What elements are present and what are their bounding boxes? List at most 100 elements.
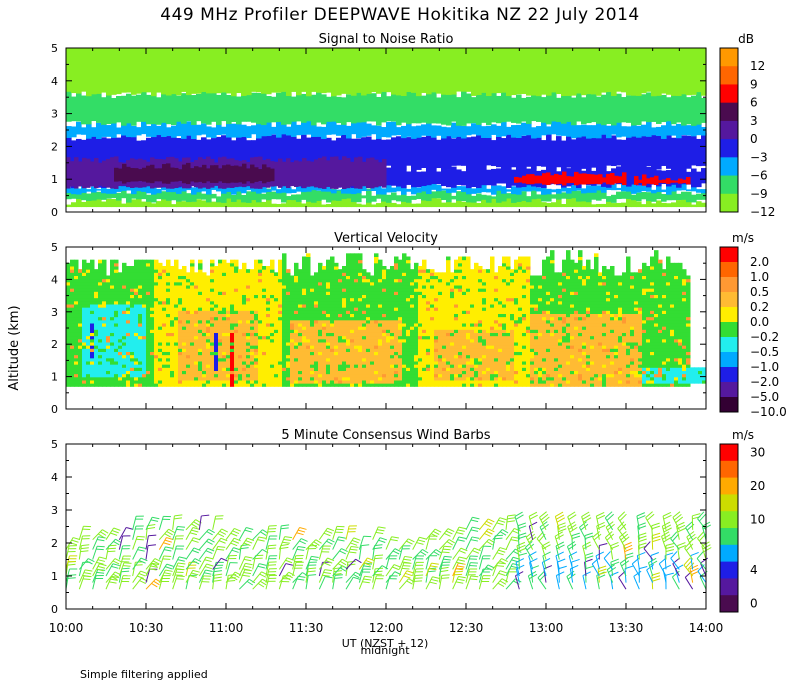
vv-cell: [150, 262, 155, 267]
vv-cell: [394, 303, 399, 308]
snr-cell: [286, 132, 292, 169]
vv-cell: [198, 272, 203, 276]
vv-cell: [134, 348, 139, 352]
vv-cell: [254, 275, 259, 280]
vv-cell: [402, 373, 407, 378]
vv-cell: [406, 367, 411, 371]
vv-cell: [206, 297, 211, 302]
vv-cell: [234, 367, 239, 371]
vv-cell: [294, 332, 299, 337]
vv-cell: [186, 291, 191, 295]
vv-cell: [358, 284, 363, 289]
vv-cell: [254, 281, 259, 286]
vv-cell: [154, 335, 159, 340]
vv-cell: [362, 373, 367, 378]
vv-cell: [386, 379, 391, 384]
vv-cell: [302, 348, 307, 352]
vv-cell: [366, 313, 371, 318]
vv-cell: [146, 364, 151, 368]
vv-cell: [434, 335, 439, 340]
vv-cell: [298, 284, 303, 289]
vv-cell: [302, 345, 307, 349]
vv-cell: [66, 364, 71, 368]
vv-cell: [134, 284, 139, 289]
vv-cell: [274, 348, 279, 352]
vv-cell: [142, 265, 147, 270]
vv-cell: [138, 303, 143, 308]
snr-cell: [326, 137, 332, 169]
snr-cell: [86, 123, 92, 139]
vv-cell: [106, 357, 111, 362]
vv-cell: [406, 329, 411, 333]
vv-cell: [318, 278, 323, 283]
vv-cell: [306, 269, 311, 273]
vv-cell: [70, 335, 75, 340]
vv-cell: [94, 332, 99, 337]
vv-cell: [382, 278, 387, 283]
vv-cell: [354, 291, 359, 295]
vv-cell: [414, 367, 419, 371]
vv-cell: [94, 345, 99, 349]
vv-cell: [434, 291, 439, 295]
vv-cell: [262, 278, 267, 283]
vv-cell: [446, 373, 451, 378]
vv-cell: [226, 307, 231, 311]
vv-cell: [406, 259, 411, 264]
snr-cell: [681, 166, 687, 185]
vv-cell: [218, 364, 223, 368]
vv-cell: [190, 300, 195, 305]
vv-cell: [194, 351, 199, 356]
vv-cell: [138, 383, 143, 387]
vv-cell: [246, 281, 251, 286]
vv-cell: [230, 335, 235, 340]
vv-cell: [350, 272, 355, 276]
vv-cell: [174, 269, 179, 273]
snr-cell: [96, 191, 102, 200]
vv-cell: [110, 357, 115, 362]
vv-cell: [142, 370, 147, 375]
vv-cell: [338, 348, 343, 352]
vv-cell: [302, 354, 307, 359]
vv-cell: [194, 303, 199, 308]
vv-cell: [386, 297, 391, 302]
vv-cell: [346, 354, 351, 359]
vv-cell: [70, 275, 75, 280]
snr-cell: [341, 189, 347, 200]
vv-cell: [402, 303, 407, 308]
vv-cell: [262, 275, 267, 280]
snr-cell: [201, 184, 207, 192]
vv-cell: [290, 294, 295, 299]
snr-cell: [356, 120, 362, 139]
vv-cell: [226, 348, 231, 352]
snr-cell: [691, 168, 697, 188]
vv-cell: [186, 370, 191, 375]
vv-cell: [146, 288, 151, 292]
vv-cell: [406, 357, 411, 362]
snr-cell: [416, 125, 422, 138]
vv-cell: [194, 329, 199, 333]
vv-cell: [330, 354, 335, 359]
vv-cell: [418, 341, 423, 346]
snr-cell: [311, 134, 317, 168]
vv-cell: [234, 332, 239, 337]
vv-cell: [202, 345, 207, 349]
vv-cell: [370, 297, 375, 302]
vv-cell: [430, 364, 435, 368]
vv-cell: [138, 294, 143, 299]
vv-cell: [162, 307, 167, 311]
vv-cell: [218, 332, 223, 337]
vv-cell: [122, 379, 127, 384]
vv-cell: [330, 338, 335, 343]
vv-cell: [382, 272, 387, 276]
vv-cell: [82, 332, 87, 337]
vv-cell: [174, 345, 179, 349]
vv-cell: [186, 338, 191, 343]
snr-cell: [446, 48, 452, 95]
vv-cell: [258, 275, 263, 280]
vv-cell: [426, 376, 431, 381]
vv-cell: [150, 348, 155, 352]
snr-cell: [416, 171, 422, 188]
vv-cell: [150, 370, 155, 375]
vv-cell: [374, 307, 379, 311]
snr-cell: [136, 140, 142, 168]
